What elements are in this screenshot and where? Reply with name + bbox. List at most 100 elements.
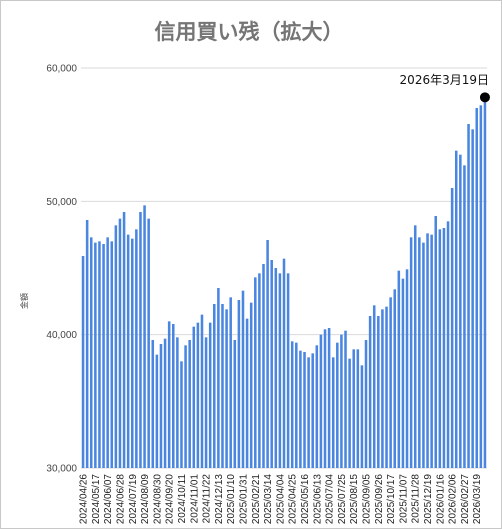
bar	[418, 237, 421, 468]
bar	[303, 352, 306, 468]
x-tick-label: 2025/03/14	[263, 474, 274, 524]
bar	[315, 345, 319, 468]
bar	[405, 269, 409, 468]
bar	[442, 228, 446, 468]
y-axis-label: 金額	[19, 293, 29, 309]
x-axis-ticks: 2024/04/26 2024/05/17 2024/06/07 2024/06/28…	[79, 474, 484, 524]
x-tick-label: 2026/03/19	[472, 474, 483, 524]
bar	[229, 297, 232, 468]
bar	[360, 365, 364, 468]
bar	[385, 306, 388, 468]
bar	[221, 304, 224, 468]
x-tick-label: 2025/02/21	[251, 474, 262, 524]
x-tick-label: 2024/05/17	[91, 474, 102, 524]
bar	[397, 270, 401, 468]
bar	[348, 358, 351, 468]
bar	[290, 341, 294, 468]
bar	[249, 302, 253, 468]
bar	[143, 205, 146, 469]
bar	[200, 314, 204, 468]
x-tick-label: 2025/04/25	[288, 474, 299, 524]
bar	[262, 264, 265, 468]
x-tick-label: 2025/05/16	[300, 474, 311, 524]
bar	[188, 340, 191, 468]
bar	[331, 357, 335, 468]
bar	[467, 124, 470, 468]
bar	[446, 221, 450, 468]
chart-title: 信用買い残（拡大）	[155, 20, 344, 44]
bar	[118, 218, 122, 468]
bar	[217, 288, 220, 468]
bar	[364, 340, 368, 468]
bar	[430, 234, 433, 468]
bar	[352, 349, 355, 468]
bar	[245, 318, 249, 468]
bar	[89, 237, 93, 468]
bar	[356, 349, 360, 468]
x-tick-label: 2025/01/10	[226, 474, 237, 524]
bar	[475, 108, 479, 468]
bar	[241, 290, 245, 468]
bar	[299, 350, 302, 468]
x-tick-label: 2025/01/31	[238, 474, 249, 524]
bar	[110, 241, 114, 468]
x-tick-label: 2026/02/27	[460, 474, 471, 524]
x-tick-label: 2024/08/09	[140, 474, 151, 524]
bar	[106, 237, 109, 468]
x-tick-label: 2025/11/28	[411, 474, 422, 524]
x-tick-label: 2025/11/07	[398, 474, 409, 524]
x-tick-label: 2024/11/22	[202, 474, 213, 524]
bar	[81, 256, 85, 468]
bars	[81, 97, 487, 469]
y-tick-label: 40,000	[46, 330, 77, 341]
x-tick-label: 2024/09/20	[165, 474, 176, 524]
bar	[381, 309, 384, 468]
x-tick-label: 2026/02/06	[448, 474, 459, 524]
bar	[204, 337, 208, 468]
bar	[126, 234, 130, 468]
x-tick-label: 2025/06/13	[312, 474, 323, 524]
bar	[434, 216, 438, 468]
bar	[319, 334, 323, 468]
bar	[389, 297, 392, 468]
y-tick-label: 50,000	[46, 197, 77, 208]
bar	[274, 268, 278, 468]
bar	[438, 229, 442, 468]
bar	[102, 244, 105, 468]
bar	[155, 354, 159, 468]
bar	[393, 289, 396, 468]
bar	[340, 334, 343, 468]
bar	[130, 238, 134, 468]
bar	[454, 150, 458, 468]
bar	[336, 342, 339, 468]
x-tick-label: 2025/07/04	[325, 474, 336, 524]
x-tick-label: 2024/07/19	[128, 474, 139, 524]
bar	[176, 337, 179, 468]
bar	[254, 277, 257, 468]
bar	[282, 258, 286, 468]
x-tick-label: 2025/04/04	[275, 474, 286, 524]
x-tick-label: 2024/04/26	[79, 474, 90, 524]
bar	[463, 165, 466, 469]
bar	[258, 273, 261, 468]
bar	[483, 97, 487, 468]
bar	[233, 340, 237, 468]
bar	[196, 322, 200, 468]
bar	[114, 225, 118, 468]
bar	[213, 304, 216, 468]
bar	[323, 329, 327, 468]
bar	[85, 220, 89, 468]
bar	[450, 188, 454, 468]
bar	[295, 342, 298, 468]
bar	[344, 330, 347, 468]
x-tick-label: 2024/06/28	[115, 474, 126, 524]
annotation-group: 2026年3月19日	[400, 73, 490, 103]
bar	[479, 105, 483, 468]
x-tick-label: 2024/08/30	[152, 474, 163, 524]
bar	[372, 305, 376, 468]
bar	[139, 212, 142, 468]
bar	[151, 340, 155, 468]
bar	[426, 233, 429, 468]
x-tick-label: 2025/09/05	[362, 474, 373, 524]
